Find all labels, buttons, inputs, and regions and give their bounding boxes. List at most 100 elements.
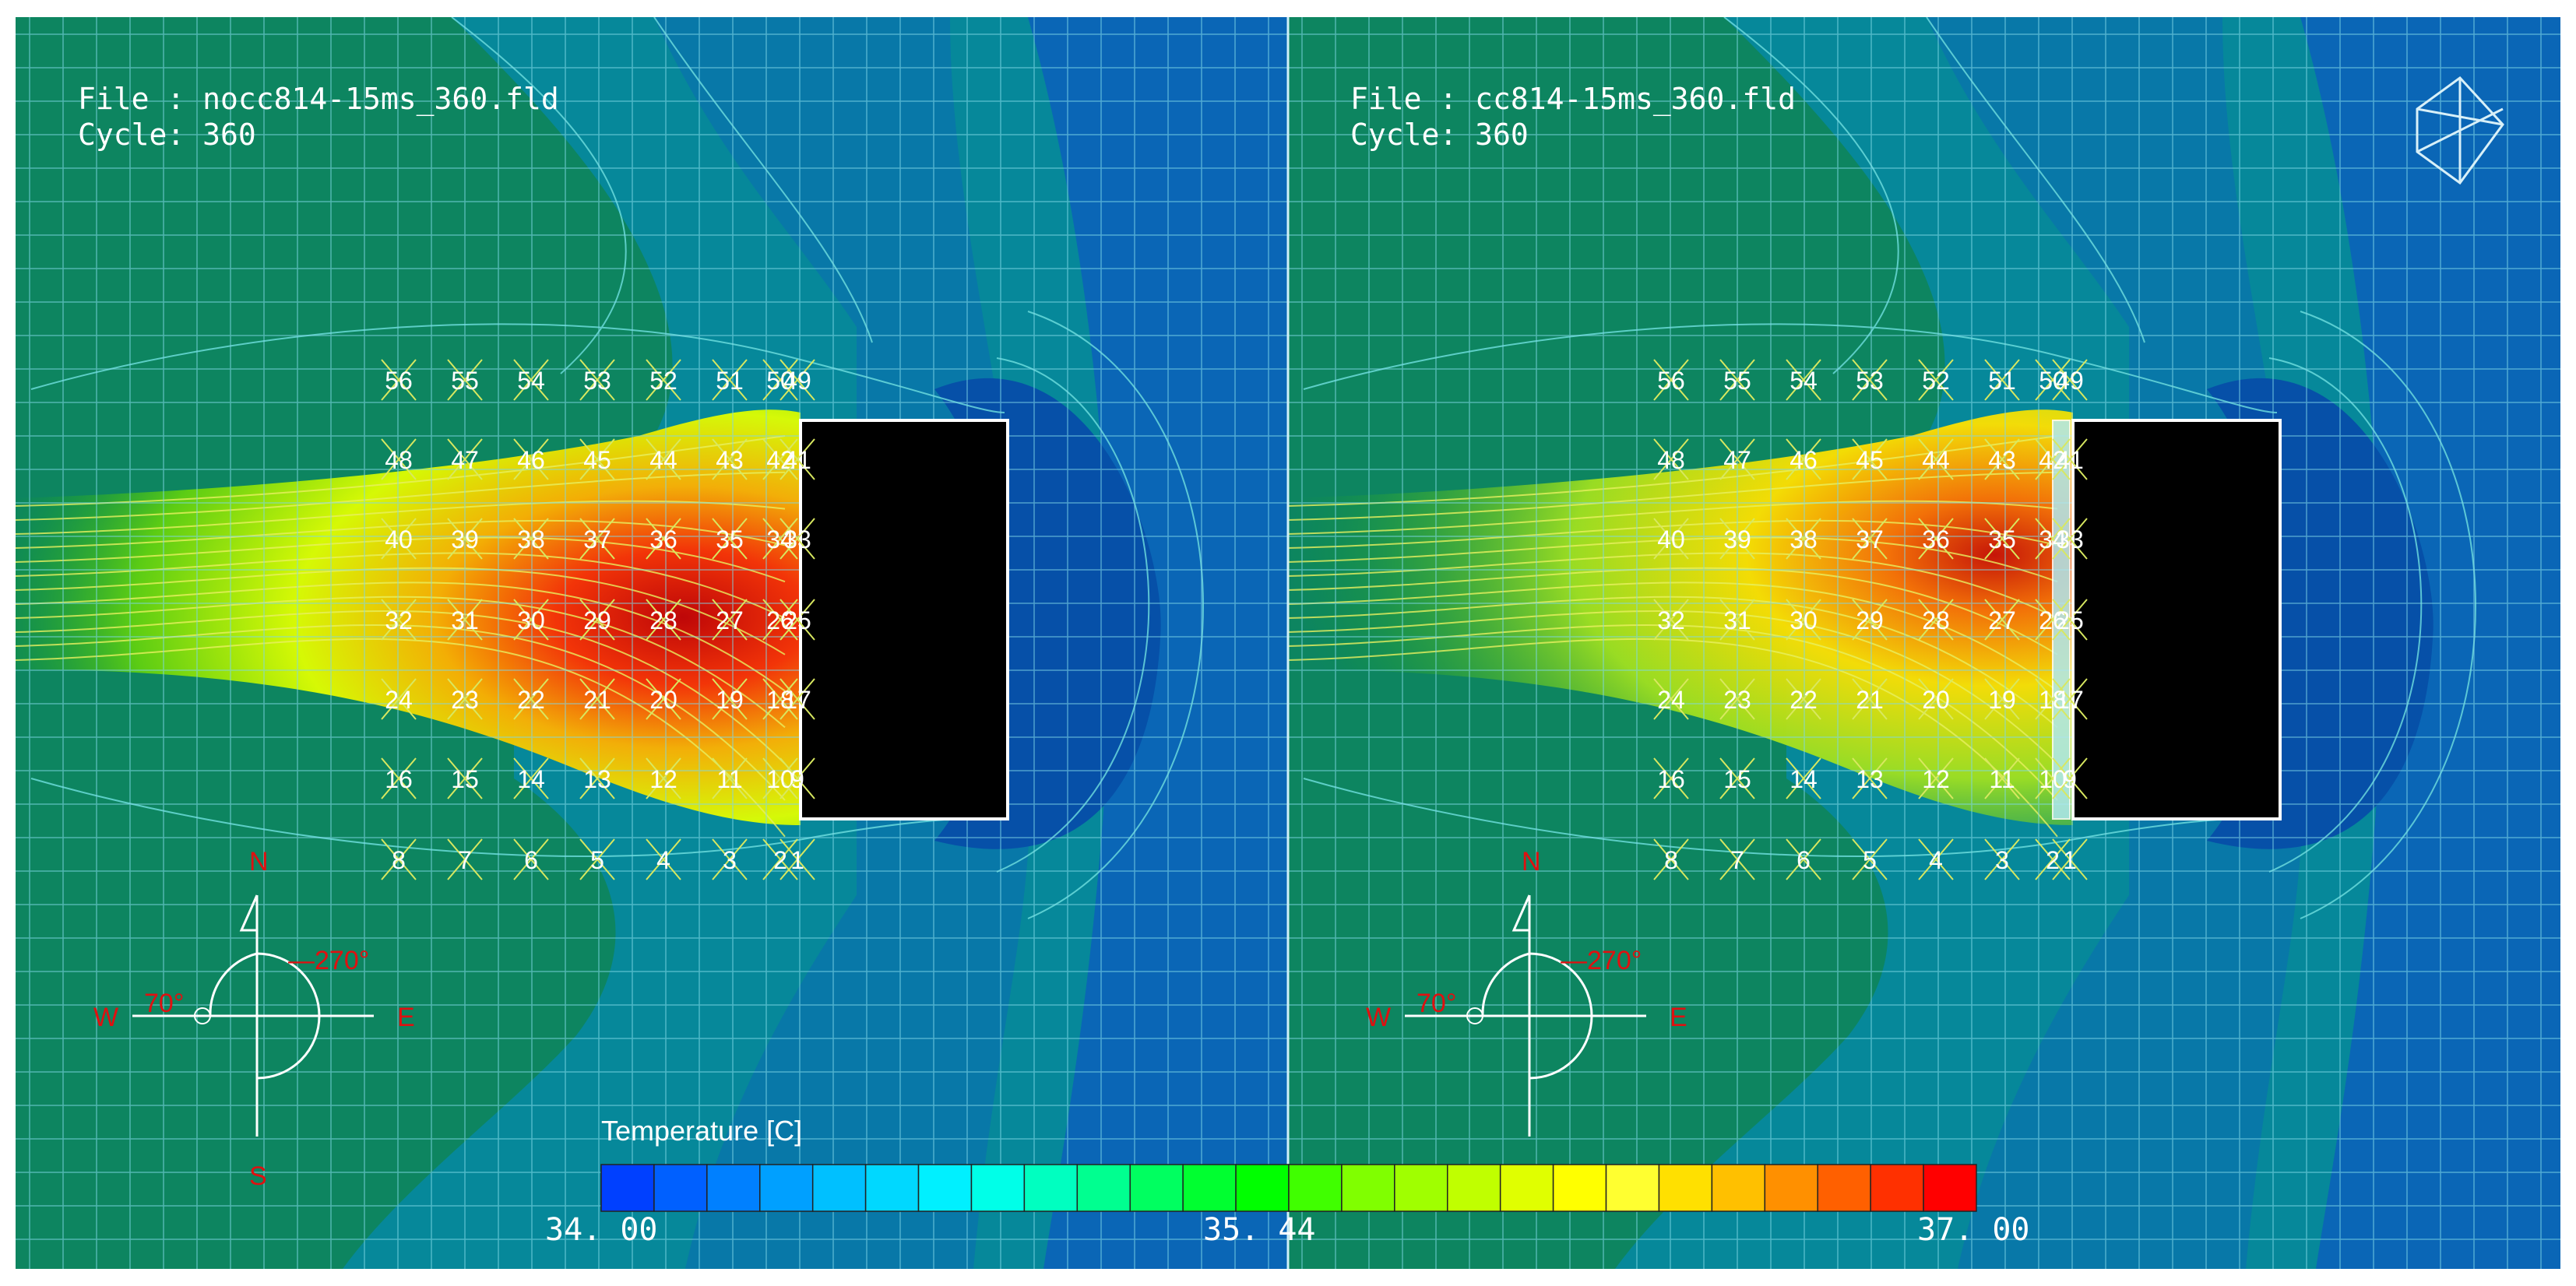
probe-point: 29 [579,599,615,641]
probe-point: 45 [579,438,615,480]
probe-label: 39 [451,525,479,553]
probe-point: 27 [1984,599,2020,641]
probe-point: 19 [712,678,748,720]
probe-point: 3 [712,838,748,880]
probe-point: 46 [1786,438,1821,480]
probe-label: 48 [1657,446,1685,474]
probe-point: 37 [1852,518,1888,560]
compass-south-label: S [249,1161,267,1191]
probe-point: 12 [1918,757,1954,799]
probe-point: 1 [2052,838,2088,880]
probe-point: 24 [1653,678,1689,720]
probe-label: 40 [385,525,413,553]
probe-point: 32 [1653,599,1689,641]
probe-label: 22 [1789,686,1818,714]
probe-point: 35 [712,518,748,560]
probe-label: 4 [656,846,670,874]
probe-point: 54 [1786,359,1821,401]
compass-north-label: N [1522,847,1541,877]
probe-label: 28 [649,606,677,634]
colorbar-cell [706,1164,761,1212]
probe-point: 5 [579,838,615,880]
probe-label: 9 [790,765,804,793]
file-name-label: File : nocc814-15ms_360.fld [78,82,559,117]
probe-point: 35 [1984,518,2020,560]
probe-point: 45 [1852,438,1888,480]
north-arrow-icon [239,894,259,932]
colorbar-cell [1817,1164,1871,1212]
north-arrow-icon [1511,894,1531,932]
probe-label: 8 [392,846,406,874]
probe-point: 52 [646,359,681,401]
colorbar-cell [1394,1164,1448,1212]
probe-point: 2 [2035,838,2071,880]
probe-point: 36 [646,518,681,560]
probe-point: 48 [1653,438,1689,480]
probe-point: 38 [513,518,549,560]
probe-point: 31 [447,599,483,641]
probe-label: 5 [1863,846,1877,874]
probe-point: 6 [513,838,549,880]
probe-label: 51 [1988,367,2016,395]
probe-point: 21 [579,678,615,720]
colorbar-cell [1023,1164,1079,1212]
probe-point: 55 [447,359,483,401]
colorbar-title: Temperature [C] [601,1115,802,1147]
probe-point: 49 [779,359,815,401]
probe-point: 56 [381,359,417,401]
probe-point: 55 [1719,359,1755,401]
probe-label: 55 [451,367,479,395]
azimuth-label: —270° [1561,946,1642,975]
probe-label: 30 [517,606,545,634]
probe-point: 19 [1984,678,2020,720]
probe-point: 4 [646,838,681,880]
probe-label: 38 [1789,525,1818,553]
probe-point: 46 [513,438,549,480]
colorbar-cell [917,1164,973,1212]
probe-point: 20 [1918,678,1954,720]
probe-point: 7 [1719,838,1755,880]
probe-point: 16 [1653,757,1689,799]
probe-label: 52 [649,367,677,395]
probe-label: 56 [1657,367,1685,395]
probe-label: 21 [1856,686,1884,714]
probe-label: 14 [1789,765,1818,793]
probe-label: 39 [1723,525,1751,553]
probe-point: 20 [646,678,681,720]
probe-point: 2 [762,838,798,880]
probe-point: 40 [1653,518,1689,560]
colorbar-max-label: 37. 00 [1917,1212,2030,1248]
temperature-colorbar: Temperature [C] 34. 00 35. 44 37. 00 [545,1115,2030,1248]
probe-point: 23 [1719,678,1755,720]
altitude-label: 70° [144,989,184,1018]
colorbar-cell [1076,1164,1131,1212]
probe-label: 25 [783,606,811,634]
probe-point: 38 [1786,518,1821,560]
probe-point: 23 [447,678,483,720]
probe-label: 43 [1988,446,2016,474]
probe-point: 30 [1786,599,1821,641]
probe-point: 33 [2052,518,2088,560]
probe-label: 25 [2056,606,2084,634]
probe-label: 35 [716,525,744,553]
probe-point: 47 [447,438,483,480]
cycle-label: Cycle: 360 [1350,118,1529,152]
colorbar-mid-label: 35. 44 [1203,1212,1316,1248]
colorbar-cell [1870,1164,1924,1212]
probe-point: 9 [779,757,815,799]
probe-label: 2 [2046,846,2060,874]
probe-point: 44 [1918,438,1954,480]
probe-point: 39 [1719,518,1755,560]
colorbar-cell [1711,1164,1766,1212]
probe-point: 37 [579,518,615,560]
probe-point: 22 [513,678,549,720]
compass-north-label: N [249,847,269,877]
probe-label: 40 [1657,525,1685,553]
warm-plume [16,409,801,825]
probe-label: 46 [1789,446,1818,474]
probe-label: 29 [1856,606,1884,634]
